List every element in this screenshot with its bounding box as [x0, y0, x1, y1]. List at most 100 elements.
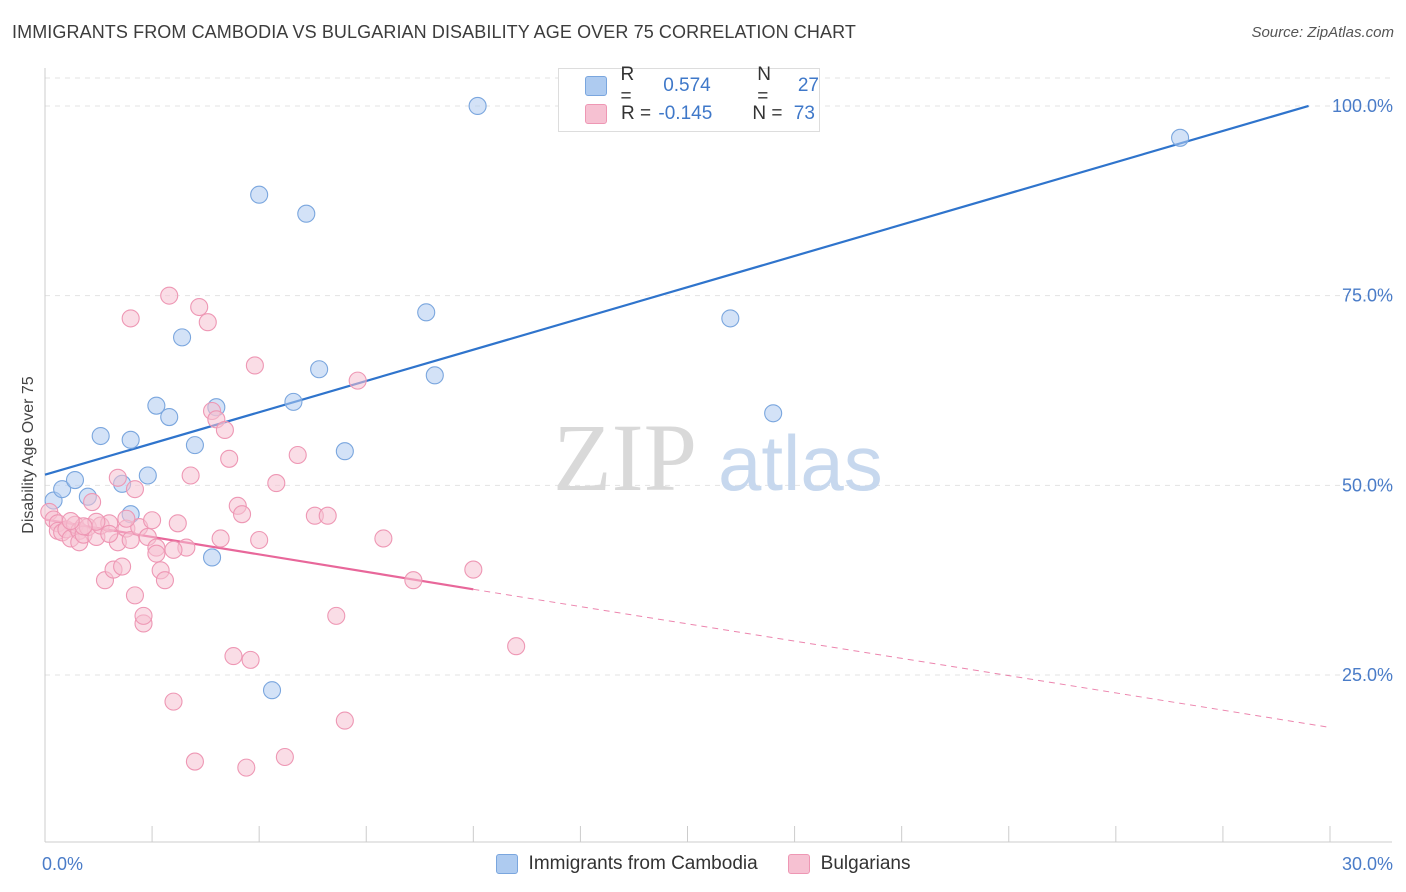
grid-lines — [45, 77, 1392, 676]
data-point-bulgarians — [108, 468, 127, 487]
data-point-bulgarians — [83, 492, 102, 512]
stats-r-label: R = — [620, 64, 635, 107]
data-point-bulgarians — [241, 650, 260, 669]
data-point-cambodia — [468, 96, 487, 115]
data-point-bulgarians — [215, 420, 234, 440]
legend-label-bulgarians: Bulgarians — [820, 853, 911, 874]
tick-labels: 25.0% 50.0% 75.0% 100.0% 0.0% 30.0% — [42, 96, 1393, 874]
data-point-bulgarians — [160, 286, 179, 305]
data-point-bulgarians — [125, 586, 144, 605]
data-point-bulgarians — [168, 514, 187, 533]
data-point-bulgarians — [220, 449, 239, 468]
data-point-bulgarians — [143, 511, 162, 530]
data-point-cambodia — [65, 470, 85, 490]
data-point-bulgarians — [61, 511, 80, 531]
data-point-bulgarians — [335, 711, 354, 730]
legend: Immigrants from Cambodia Bulgarians — [0, 850, 1406, 878]
y-tick-label: 75.0% — [1342, 286, 1393, 306]
data-point-cambodia — [185, 436, 204, 455]
stats-n-label: N = — [752, 103, 783, 124]
data-point-bulgarians — [245, 356, 264, 375]
data-point-bulgarians — [164, 692, 183, 711]
watermark-zip: ZIP — [553, 404, 697, 511]
stats-n-value: 27 — [797, 75, 819, 96]
data-point-bulgarians — [275, 747, 294, 767]
legend-item-cambodia[interactable]: Immigrants from Cambodia — [495, 853, 758, 875]
data-point-bulgarians — [198, 313, 217, 332]
data-point-cambodia — [284, 392, 303, 411]
data-point-bulgarians — [327, 606, 346, 625]
legend-swatch-cambodia — [495, 854, 518, 874]
data-point-bulgarians — [404, 571, 423, 590]
data-point-bulgarians — [348, 371, 367, 390]
chart-title: IMMIGRANTS FROM CAMBODIA VS BULGARIAN DI… — [12, 22, 856, 42]
data-point-cambodia — [417, 303, 436, 322]
legend-item-bulgarians[interactable]: Bulgarians — [787, 853, 911, 875]
stats-row-bulgarians: R = -0.145 N = 73 — [559, 101, 815, 127]
data-point-cambodia — [160, 408, 179, 427]
trend-line-dashed-bulgarians — [473, 588, 1331, 728]
data-point-cambodia — [297, 204, 316, 223]
data-point-cambodia — [147, 396, 166, 415]
data-point-bulgarians — [190, 297, 209, 317]
data-point-bulgarians — [507, 637, 526, 656]
data-point-bulgarians — [464, 560, 483, 579]
data-point-cambodia — [91, 426, 110, 446]
trend-line-cambodia — [44, 104, 1309, 476]
stats-r-label: R = — [621, 103, 652, 124]
data-point-bulgarians — [164, 540, 183, 559]
data-point-bulgarians — [211, 529, 230, 548]
data-points — [40, 96, 1190, 777]
data-point-cambodia — [138, 466, 157, 485]
data-point-bulgarians — [125, 480, 144, 499]
stats-swatch-bulgarians — [585, 104, 607, 124]
data-point-cambodia — [121, 430, 140, 449]
data-point-bulgarians — [181, 466, 200, 485]
data-point-bulgarians — [250, 530, 269, 550]
data-point-cambodia — [310, 360, 329, 379]
data-point-cambodia — [262, 681, 282, 700]
data-point-cambodia — [250, 185, 269, 204]
data-point-bulgarians — [121, 309, 140, 328]
stats-n-value: 73 — [793, 103, 815, 124]
data-point-bulgarians — [288, 445, 307, 465]
data-point-cambodia — [1171, 128, 1190, 147]
data-point-bulgarians — [117, 509, 136, 528]
data-point-bulgarians — [318, 506, 337, 525]
data-point-bulgarians — [267, 474, 286, 493]
data-point-bulgarians — [121, 530, 140, 550]
stats-row-cambodia: R = 0.574 N = 27 — [559, 64, 819, 107]
data-point-cambodia — [173, 328, 192, 347]
data-point-cambodia — [203, 548, 222, 567]
legend-swatch-bulgarians — [787, 854, 810, 874]
stats-swatch-cambodia — [585, 76, 607, 96]
data-point-bulgarians — [185, 752, 204, 771]
stats-r-value: -0.145 — [658, 103, 713, 124]
data-point-bulgarians — [232, 505, 252, 524]
y-tick-label: 50.0% — [1342, 475, 1393, 495]
x-tick-label: 30.0% — [1342, 854, 1393, 874]
stats-box: R = 0.574 N = 27 R = -0.145 N = 73 — [558, 64, 820, 132]
y-tick-label: 25.0% — [1342, 665, 1393, 685]
data-point-cambodia — [335, 442, 354, 461]
stats-n-label: N = — [757, 64, 771, 107]
data-point-cambodia — [425, 366, 444, 385]
data-point-bulgarians — [113, 557, 132, 576]
watermark-atlas: atlas — [718, 419, 883, 507]
data-point-bulgarians — [100, 524, 119, 543]
data-point-bulgarians — [155, 571, 174, 590]
data-point-cambodia — [53, 480, 72, 499]
legend-label-cambodia: Immigrants from Cambodia — [528, 853, 758, 874]
y-tick-label: 100.0% — [1332, 96, 1393, 116]
axes — [44, 68, 1392, 843]
watermark: ZIP atlas — [553, 404, 883, 511]
data-point-bulgarians — [374, 529, 393, 548]
data-point-cambodia — [764, 404, 783, 423]
data-point-bulgarians — [224, 647, 243, 666]
stats-r-value: 0.574 — [663, 75, 711, 96]
data-point-bulgarians — [237, 758, 256, 777]
data-point-bulgarians — [134, 606, 153, 625]
data-point-cambodia — [721, 309, 740, 328]
data-point-bulgarians — [147, 544, 166, 563]
